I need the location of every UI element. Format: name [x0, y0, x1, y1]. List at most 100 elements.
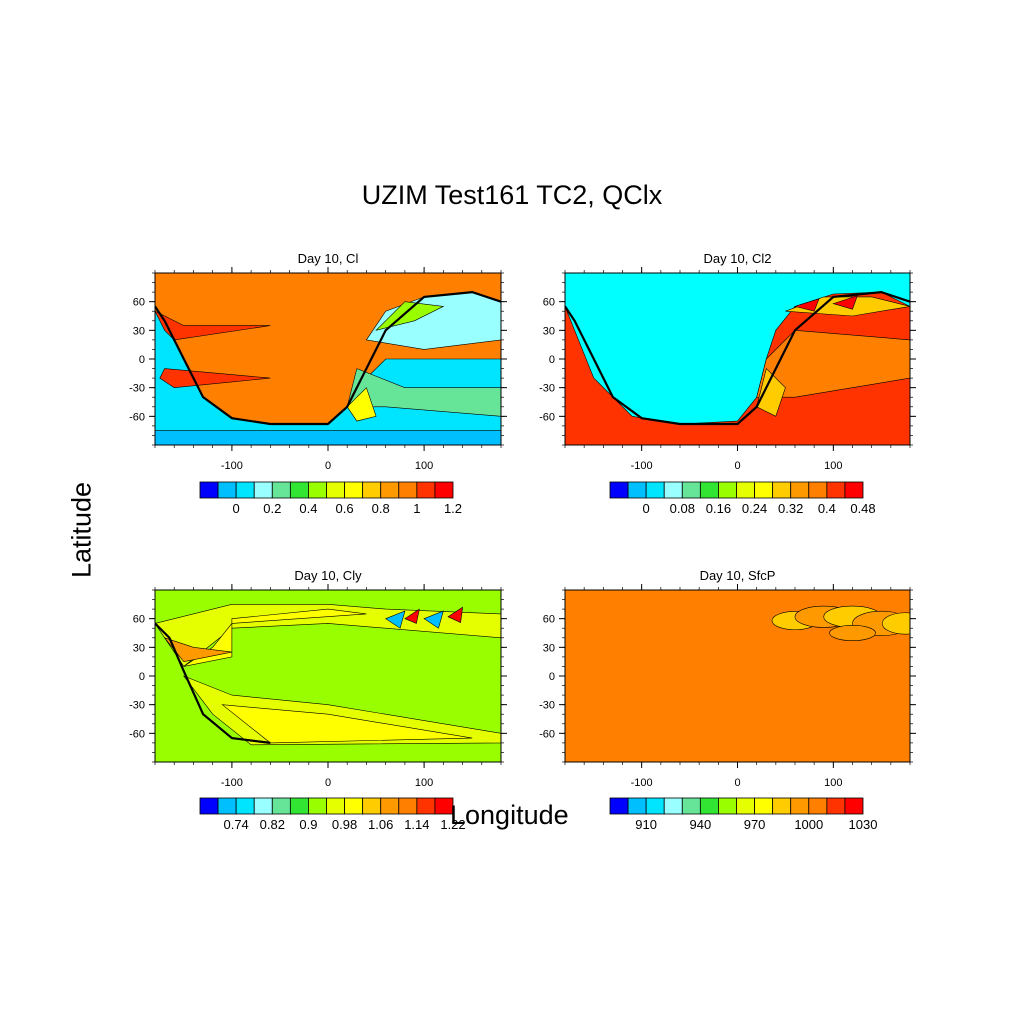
field-front-line: [155, 290, 501, 426]
colorbar-swatch: [718, 481, 737, 499]
y-tick-label: 30: [133, 642, 145, 654]
colorbar-label: 1: [413, 501, 420, 516]
colorbar-swatch: [754, 797, 774, 815]
colorbar-swatch: [609, 481, 629, 499]
colorbar-swatch: [289, 481, 309, 499]
y-tick-label: 60: [133, 297, 145, 309]
y-tick-label: -60: [539, 411, 555, 423]
colorbar-swatch: [362, 481, 382, 499]
x-tick-label: -100: [631, 460, 653, 472]
colorbar-label: 970: [744, 817, 766, 832]
y-tick-label: -30: [539, 383, 555, 395]
colorbar-swatch: [235, 797, 255, 815]
panel-cl: Day 10, Cl -100 0 100 60 30 0 -30 -60 0 0.2 0.4 0.6 0…: [129, 251, 507, 516]
colorbar-label: 1000: [794, 817, 823, 832]
y-tick-label: -30: [539, 700, 555, 712]
colorbar-swatch: [699, 481, 719, 499]
field-vortex-2: [832, 295, 858, 310]
colorbar-swatch: [627, 481, 647, 499]
colorbar-label: 1.06: [368, 817, 393, 832]
colorbar-label: 910: [635, 817, 657, 832]
field-pressure-cell: [881, 612, 910, 635]
panel-field-cl2: [565, 273, 910, 445]
colorbar-swatch: [790, 797, 810, 815]
x-tick-label: 100: [824, 777, 842, 789]
colorbar-swatch: [253, 797, 273, 815]
colorbar-swatch: [844, 481, 864, 499]
colorbar-label: 0.48: [850, 501, 875, 516]
colorbar-swatch: [772, 797, 792, 815]
colorbar-swatch: [754, 481, 774, 499]
colorbar-swatch: [217, 797, 237, 815]
colorbar-swatch: [271, 481, 291, 499]
colorbar-label: 0.82: [260, 817, 285, 832]
colorbar-swatch: [362, 797, 382, 815]
colorbar-swatch: [326, 797, 345, 815]
panel-field-cl: [155, 273, 501, 445]
field-vortex-blue-2: [423, 610, 444, 629]
colorbar-swatch: [235, 481, 255, 499]
colorbar-label: 0.6: [336, 501, 354, 516]
colorbar-swatch: [663, 481, 683, 499]
colorbar-swatch: [398, 797, 418, 815]
colorbar-swatch: [308, 797, 327, 815]
colorbar-label: 1.22: [440, 817, 465, 832]
colorbar-swatch: [790, 481, 810, 499]
colorbar-label: 940: [690, 817, 712, 832]
x-axis-label: Longitude: [450, 800, 569, 830]
colorbar-swatch: [344, 797, 364, 815]
panel-field-sfcp: [565, 590, 910, 762]
colorbar-swatch: [681, 481, 701, 499]
colorbar-swatch: [645, 797, 665, 815]
field-vortex-red-1: [404, 608, 420, 624]
x-tick-label: 100: [824, 460, 842, 472]
y-tick-label: -30: [129, 383, 145, 395]
x-tick-label: 0: [325, 777, 331, 789]
colorbar-swatch: [434, 797, 454, 815]
x-tick-label: -100: [221, 777, 243, 789]
panel-title: Day 10, Cl2: [704, 251, 772, 266]
colorbar-swatch: [380, 481, 400, 499]
colorbar-swatch: [253, 481, 273, 499]
field-region-lower-yellow: [221, 704, 473, 744]
colorbar-swatch: [736, 797, 755, 815]
y-tick-label: -60: [129, 411, 145, 423]
colorbar-swatch: [826, 797, 846, 815]
field-region-high-n: [155, 310, 271, 341]
y-tick-label: 0: [549, 671, 555, 683]
colorbar-label: 0.2: [263, 501, 281, 516]
field-region-yellow: [756, 368, 786, 417]
colorbar-swatch: [289, 797, 309, 815]
field-vortex-1: [793, 298, 820, 312]
colorbar-swatch: [271, 797, 291, 815]
colorbar-label: 0.8: [372, 501, 390, 516]
x-tick-label: 0: [734, 460, 740, 472]
colorbar-label: 0.98: [332, 817, 357, 832]
x-tick-label: -100: [221, 460, 243, 472]
panel-title: Day 10, SfcP: [700, 568, 776, 583]
colorbar-swatch: [772, 481, 792, 499]
colorbar-label: 0: [233, 501, 240, 516]
y-tick-label: 30: [133, 325, 145, 337]
colorbar-swatch: [699, 797, 719, 815]
y-tick-label: -60: [539, 728, 555, 740]
y-tick-label: 0: [549, 354, 555, 366]
x-tick-label: -100: [631, 777, 653, 789]
field-region-high-s: [159, 368, 271, 389]
field-region-yellow: [346, 387, 377, 422]
field-front-line: [155, 622, 271, 744]
y-tick-label: 60: [133, 614, 145, 626]
colorbar-label: 0.74: [223, 817, 248, 832]
main-title: UZIM Test161 TC2, QClx: [361, 180, 663, 210]
colorbar-swatch: [326, 481, 345, 499]
colorbar-swatch: [199, 797, 219, 815]
colorbar-label: 0.9: [299, 817, 317, 832]
colorbar-swatch: [681, 797, 701, 815]
colorbar-swatch: [398, 481, 418, 499]
panel-title: Day 10, Cl: [298, 251, 359, 266]
colorbar-label: 1.14: [404, 817, 429, 832]
y-tick-label: -60: [129, 728, 145, 740]
colorbar-label: 0: [643, 501, 650, 516]
y-tick-label: -30: [129, 700, 145, 712]
field-region-bottom: [155, 430, 501, 445]
